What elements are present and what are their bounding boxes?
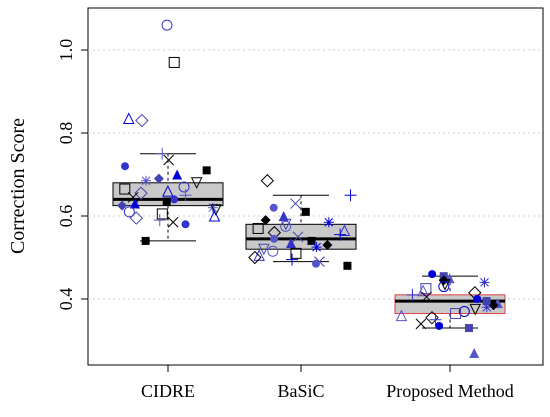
point-square-filled — [464, 324, 473, 333]
points-0 — [117, 19, 222, 245]
point-asterisk — [479, 277, 490, 288]
point-triangle — [417, 284, 429, 297]
point-cross — [292, 231, 304, 243]
point-triangle — [253, 249, 266, 261]
x-axis: CIDRE BaSiC Proposed Method — [141, 365, 514, 401]
jitter-points — [117, 19, 503, 358]
point-diamond — [260, 174, 275, 188]
point-plus — [334, 228, 347, 241]
point-circle — [178, 181, 190, 193]
y-tick-label: 1.0 — [56, 39, 76, 62]
point-diamond-filled — [153, 173, 164, 184]
point-plus — [406, 288, 419, 301]
point-triangle — [395, 309, 408, 322]
point-diamond-filled — [260, 215, 271, 226]
x-tick-label: CIDRE — [141, 381, 195, 401]
point-diamond — [134, 186, 148, 200]
x-tick-label: BaSiC — [277, 381, 324, 401]
point-square — [420, 283, 432, 295]
point-plus — [156, 147, 169, 160]
point-plus — [286, 253, 299, 266]
point-square — [168, 56, 180, 68]
point-circle-filled — [428, 270, 437, 279]
point-inverted-triangle — [210, 204, 222, 216]
point-square-filled — [307, 236, 316, 245]
y-axis-label: Correction Score — [7, 118, 29, 254]
point-inverted-triangle — [190, 177, 203, 189]
point-circle — [161, 19, 173, 31]
point-diamond — [425, 310, 439, 325]
point-plus — [179, 189, 192, 202]
box-1 — [245, 194, 357, 263]
point-circle-filled — [311, 259, 320, 268]
point-cross — [127, 191, 139, 203]
plot-area-frame — [87, 7, 544, 366]
y-tick-label: 0.8 — [56, 122, 76, 145]
point-square-filled — [162, 197, 171, 206]
gridlines — [88, 49, 543, 300]
point-asterisk — [141, 175, 152, 186]
point-inverted-triangle — [469, 303, 482, 316]
point-triangle — [162, 184, 174, 197]
point-square — [119, 183, 131, 195]
point-cross — [421, 291, 432, 303]
point-triangle-filled — [469, 347, 480, 358]
point-circle-filled — [181, 220, 190, 229]
point-diamond — [129, 211, 143, 225]
y-tick-label: 0.4 — [56, 288, 76, 311]
point-asterisk — [323, 217, 334, 228]
point-cross — [163, 154, 175, 166]
point-circle-filled — [473, 295, 482, 303]
point-triangle — [122, 112, 135, 124]
point-inverted-triangle — [280, 218, 292, 231]
point-cross — [415, 318, 427, 330]
point-circle — [123, 206, 135, 218]
point-cross — [167, 216, 179, 228]
points-2 — [395, 270, 503, 358]
point-triangle-filled — [285, 237, 296, 248]
point-circle — [267, 245, 279, 257]
y-axis: 0.4 0.6 0.8 1.0 — [56, 39, 88, 311]
point-circle — [438, 281, 450, 293]
point-plus — [344, 189, 357, 202]
point-circle-filled — [121, 162, 130, 171]
point-circle — [280, 220, 292, 232]
point-square-filled — [343, 261, 352, 270]
x-tick-label: Proposed Method — [386, 381, 514, 401]
point-diamond — [135, 113, 149, 128]
point-square-filled — [141, 236, 150, 245]
point-square-filled — [482, 297, 491, 306]
point-triangle — [208, 209, 221, 222]
point-asterisk — [481, 302, 492, 313]
point-triangle-filled — [278, 211, 289, 221]
y-tick-label: 0.6 — [56, 205, 76, 228]
point-plus — [153, 214, 166, 227]
point-triangle-filled — [172, 169, 183, 180]
point-cross — [290, 198, 301, 209]
point-circle-filled — [170, 195, 179, 204]
point-diamond — [248, 250, 262, 265]
point-square — [252, 222, 264, 234]
point-square — [290, 247, 302, 259]
point-circle — [458, 305, 470, 317]
point-square-filled — [301, 207, 310, 216]
point-square-filled — [202, 166, 211, 175]
point-asterisk — [311, 242, 322, 253]
point-plus — [429, 313, 442, 326]
point-circle-filled — [435, 321, 444, 330]
point-inverted-triangle — [439, 278, 451, 291]
point-diamond-filled — [322, 240, 333, 251]
point-inverted-triangle — [258, 243, 270, 256]
point-triangle — [338, 224, 351, 237]
point-circle-filled — [270, 234, 279, 243]
points-1 — [248, 174, 357, 270]
box-body — [245, 223, 357, 250]
point-square — [156, 208, 168, 220]
point-diamond-filled — [117, 200, 128, 211]
point-circle-filled — [269, 203, 278, 212]
point-triangle-filled — [129, 198, 140, 209]
point-square — [450, 308, 462, 320]
